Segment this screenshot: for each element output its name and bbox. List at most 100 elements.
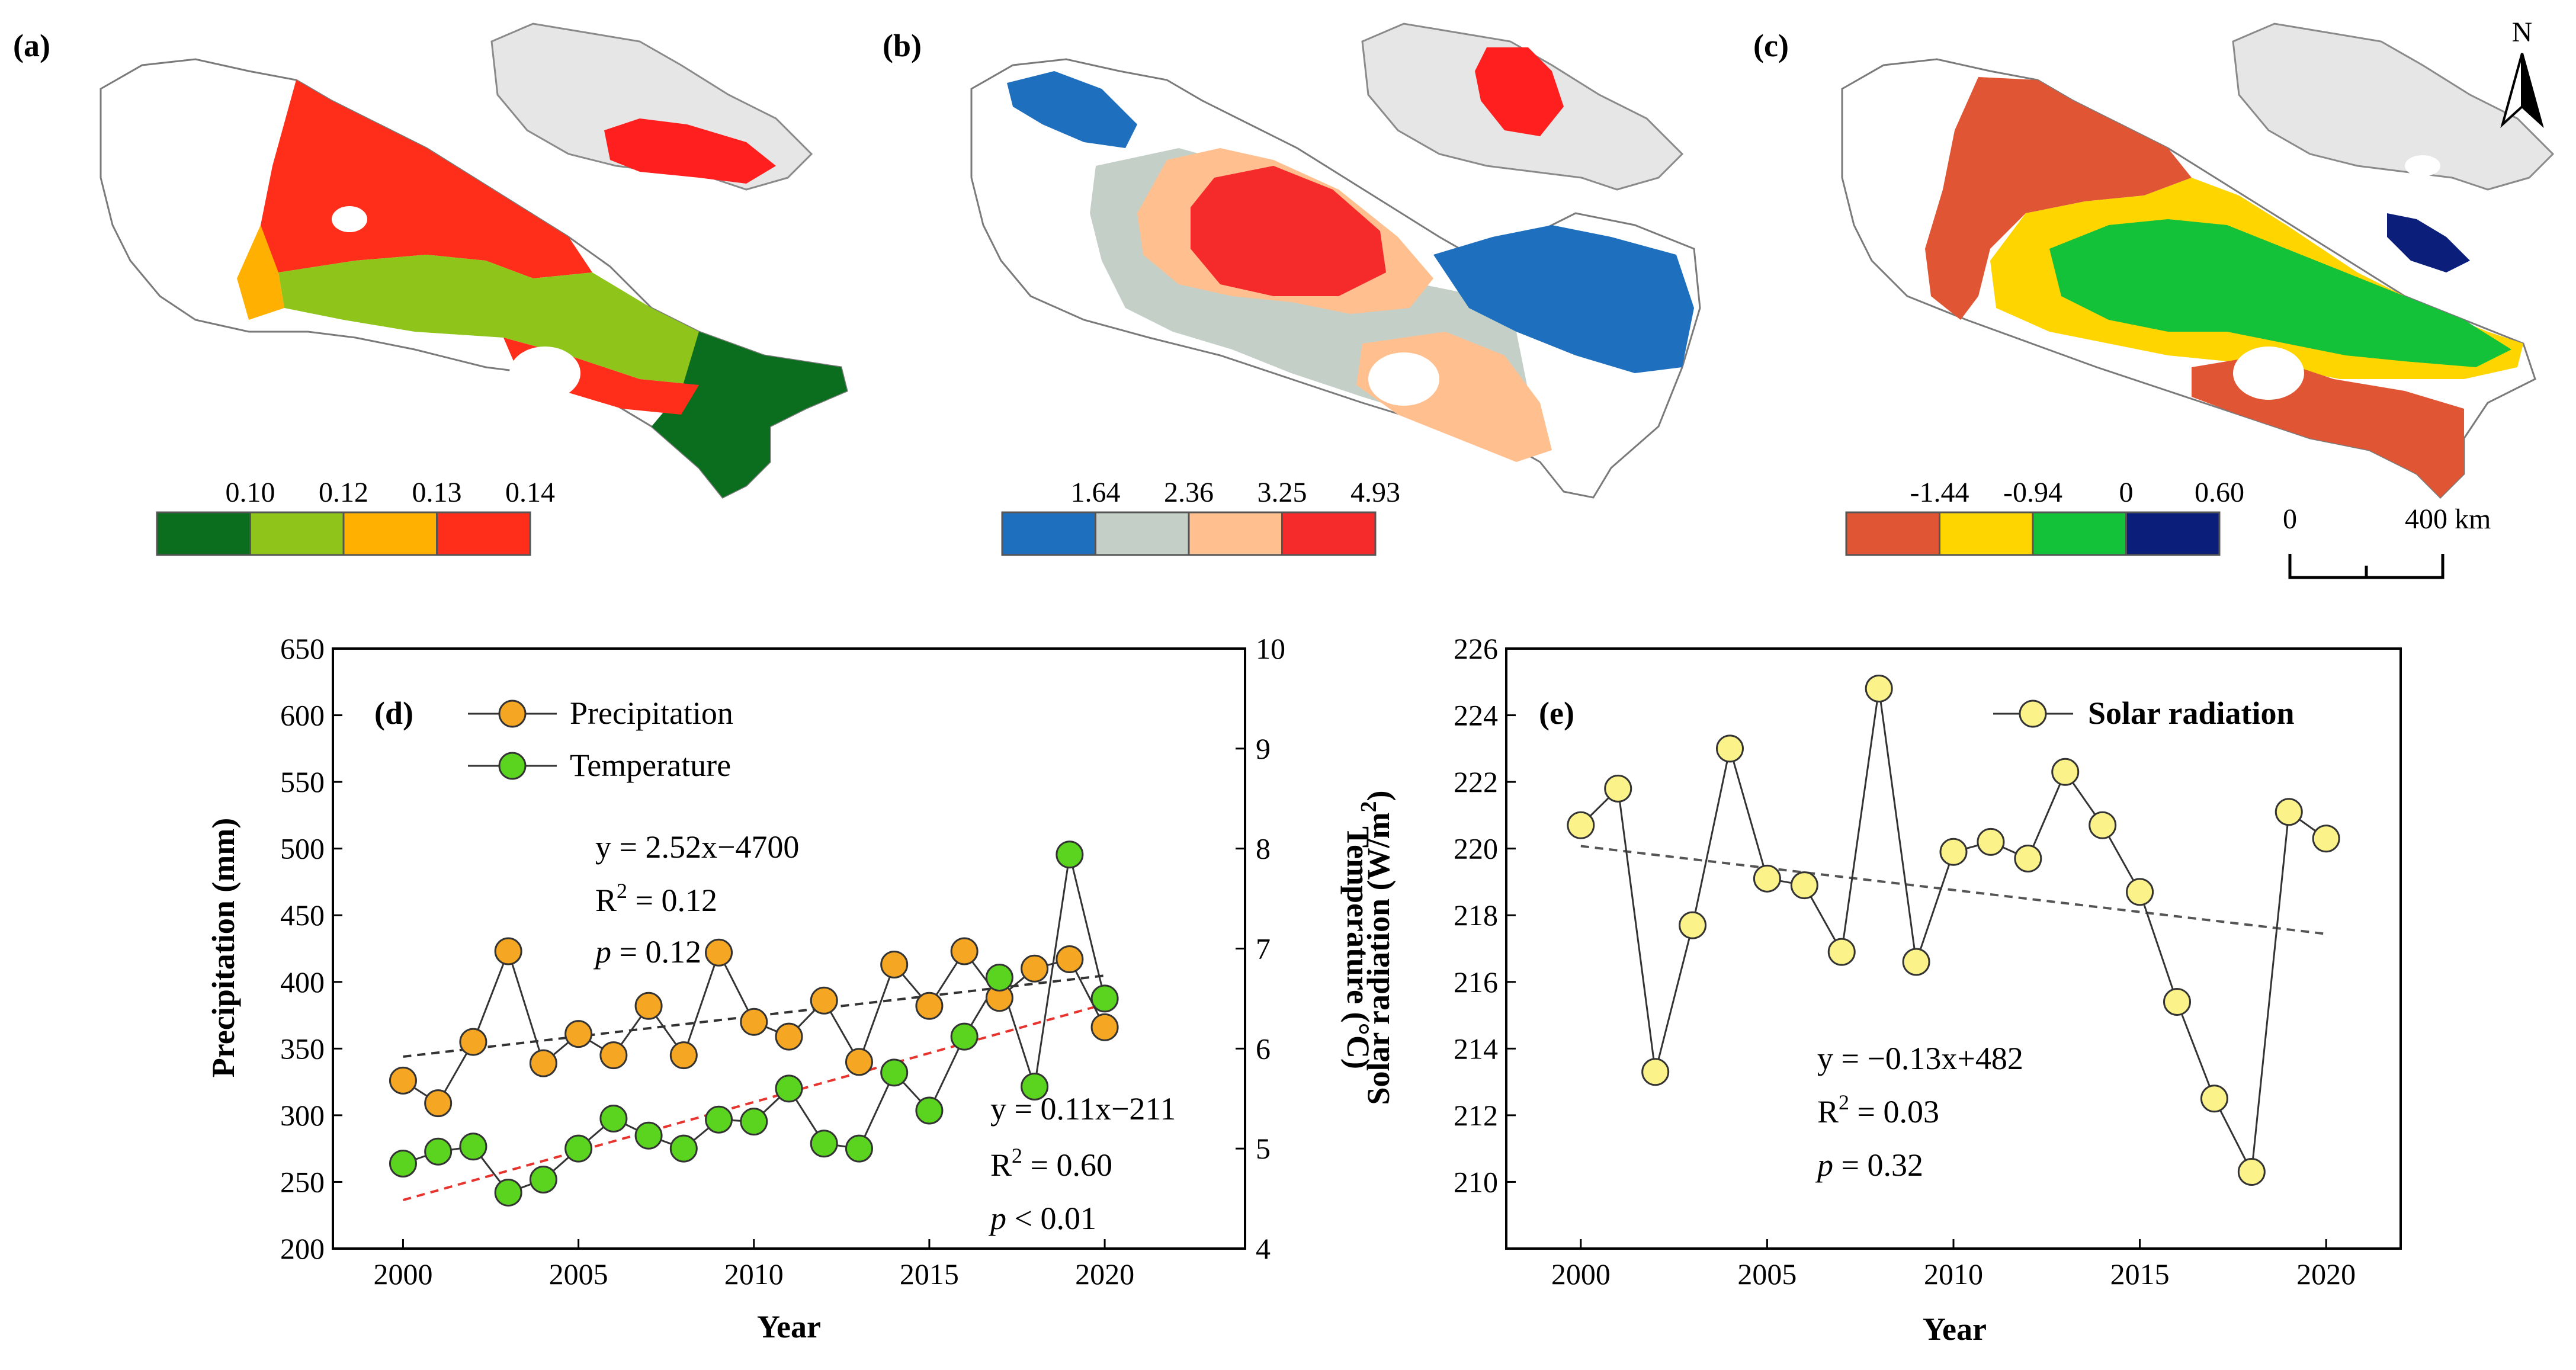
point-temperature bbox=[1021, 1072, 1049, 1101]
y-tick-label: 226 bbox=[1454, 632, 1498, 665]
point-temperature bbox=[880, 1058, 909, 1087]
colorbar-swatch bbox=[2032, 511, 2127, 556]
point-solar bbox=[2126, 878, 2154, 906]
point-temperature bbox=[669, 1134, 698, 1163]
series-e bbox=[1567, 675, 2340, 1186]
y-tick-label: 214 bbox=[1454, 1032, 1498, 1065]
panel-label-e: (e) bbox=[1539, 695, 1574, 731]
y-axis-e: 210 212 214 216 218 220 222 224 226 bbox=[1454, 632, 1516, 1198]
point-precipitation bbox=[810, 986, 838, 1015]
point-precipitation bbox=[599, 1041, 628, 1070]
point-temperature bbox=[810, 1130, 838, 1158]
legend-e: Solar radiation bbox=[1993, 695, 2295, 731]
lake-b bbox=[1368, 352, 1439, 406]
x-tick-label: 2020 bbox=[1075, 1257, 1134, 1291]
point-solar bbox=[1604, 774, 1632, 803]
inset-map-b bbox=[1361, 23, 1684, 191]
x-tick-label: 2015 bbox=[900, 1257, 959, 1291]
point-solar bbox=[2312, 824, 2340, 853]
colorbar-tick-label: 0 bbox=[2119, 477, 2134, 508]
trend-line-e bbox=[1580, 845, 2327, 935]
point-precipitation bbox=[529, 1049, 557, 1077]
colorbar-swatch bbox=[249, 511, 345, 556]
legend-label-solar: Solar radiation bbox=[2088, 695, 2295, 731]
point-temperature bbox=[634, 1121, 663, 1150]
colorbar-swatch bbox=[342, 511, 438, 556]
x-tick-label: 2015 bbox=[2110, 1257, 2170, 1291]
legend-marker-precipitation bbox=[498, 700, 527, 728]
colorbar-swatch bbox=[1939, 511, 2034, 556]
trend-line-temperature bbox=[402, 1003, 1105, 1201]
plot-frame-e bbox=[1505, 647, 2402, 1250]
colorbar-swatch bbox=[156, 511, 251, 556]
chart-e: (e) 210 212 214 216 218 220 222 224 226 2000 2005… bbox=[1356, 632, 2402, 1347]
colorbar-tick-label: 1.64 bbox=[1071, 477, 1121, 508]
y-tick-label-right: 6 bbox=[1256, 1032, 1271, 1065]
panel-label-c: (c) bbox=[1753, 28, 1789, 63]
y-tick-label: 220 bbox=[1454, 832, 1498, 865]
point-precipitation bbox=[424, 1089, 453, 1118]
point-temperature bbox=[564, 1134, 593, 1163]
point-precipitation bbox=[845, 1048, 873, 1076]
map-fill-green-c bbox=[2049, 219, 2511, 367]
inset-highlight-b bbox=[1475, 47, 1564, 136]
y-tick-label-left: 250 bbox=[280, 1165, 325, 1198]
point-precipitation bbox=[1021, 954, 1049, 983]
inset-highlight-a bbox=[604, 118, 776, 184]
point-precipitation bbox=[564, 1020, 593, 1048]
scale-start-label: 0 bbox=[2283, 503, 2297, 535]
point-precipitation bbox=[1090, 1013, 1119, 1041]
map-fill-darkgreen-a bbox=[652, 332, 847, 498]
point-temperature bbox=[775, 1074, 803, 1103]
point-temperature bbox=[915, 1096, 944, 1125]
lake2-a bbox=[332, 206, 367, 232]
point-precipitation bbox=[494, 937, 522, 965]
y-tick-label: 224 bbox=[1454, 699, 1498, 732]
panel-label-a: (a) bbox=[13, 28, 50, 63]
legend-label-precipitation: Precipitation bbox=[570, 695, 733, 731]
y-tick-label-left: 500 bbox=[280, 832, 325, 865]
scale-end-label: 400 km bbox=[2405, 503, 2491, 535]
colorbar-swatch bbox=[1845, 511, 1940, 556]
point-temperature bbox=[950, 1022, 979, 1051]
y-tick-label-left: 300 bbox=[280, 1099, 325, 1132]
map-fill-red-a bbox=[249, 80, 592, 296]
colorbar-b: 1.64 2.36 3.25 4.93 bbox=[1001, 477, 1400, 556]
map-fill-blue2-b bbox=[1007, 71, 1137, 148]
colorbar-tick-label: 0.13 bbox=[412, 477, 462, 508]
y-tick-label-right: 9 bbox=[1256, 732, 1271, 765]
colorbar-tick-label: -0.94 bbox=[2003, 477, 2062, 508]
legend-marker-temperature bbox=[498, 752, 527, 780]
north-arrow: N bbox=[2500, 17, 2544, 129]
point-precipitation bbox=[389, 1066, 417, 1095]
point-solar bbox=[2275, 798, 2303, 826]
colorbar-tick-label: 0.60 bbox=[2195, 477, 2244, 508]
colorbar-swatch bbox=[436, 511, 531, 556]
legend-label-temperature: Temperature bbox=[570, 747, 731, 783]
point-precipitation bbox=[950, 937, 979, 965]
colorbar-tick-label: 2.36 bbox=[1164, 477, 1214, 508]
point-temperature bbox=[459, 1132, 487, 1161]
point-precipitation bbox=[459, 1028, 487, 1056]
colorbar-tick-label: 4.93 bbox=[1350, 477, 1400, 508]
point-temperature bbox=[599, 1105, 628, 1133]
precip-p-value: p = 0.12 bbox=[593, 934, 701, 970]
y-tick-label-right: 10 bbox=[1256, 632, 1285, 665]
map-panel-c: (c) -1.44 -0.94 0 0.60 N 0 400 km bbox=[1753, 17, 2555, 579]
x-tick-label: 2005 bbox=[549, 1257, 608, 1291]
x-tick-label: 2010 bbox=[724, 1257, 784, 1291]
map-fill-green-a bbox=[278, 255, 770, 385]
point-solar bbox=[1827, 938, 1856, 966]
x-tick-label: 2005 bbox=[1737, 1257, 1797, 1291]
point-temperature bbox=[1056, 840, 1084, 869]
legend-d: Precipitation Temperature bbox=[468, 695, 733, 783]
colorbar-tick-label: -1.44 bbox=[1910, 477, 1969, 508]
point-solar bbox=[2014, 845, 2042, 873]
map-panel-b: (b) 1.64 2.36 3.25 4.93 bbox=[883, 23, 1701, 556]
annotations-d: y = 2.52x−4700 R2 = 0.12 p = 0.12 y = 0.… bbox=[593, 829, 1176, 1236]
precip-equation: y = 2.52x−4700 bbox=[595, 829, 799, 865]
point-solar bbox=[1753, 864, 1781, 893]
map-fill-blue-b bbox=[1433, 225, 1694, 373]
solar-equation: y = −0.13x+482 bbox=[1817, 1041, 2023, 1076]
